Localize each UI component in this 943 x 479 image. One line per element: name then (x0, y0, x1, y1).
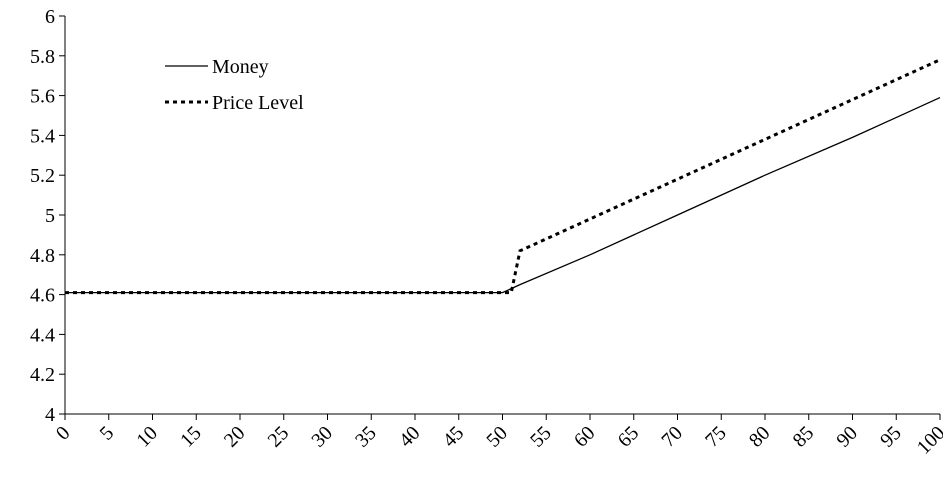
y-tick-label: 4.2 (30, 364, 55, 386)
x-tick-label: 35 (351, 422, 381, 452)
x-tick-label: 30 (307, 422, 337, 452)
y-tick-label: 4.8 (30, 245, 55, 267)
x-tick-label: 50 (482, 422, 512, 452)
y-tick-label: 5.2 (30, 165, 55, 187)
x-tick-label: 10 (132, 422, 162, 452)
x-tick-label: 25 (264, 422, 294, 452)
x-tick-label: 45 (439, 422, 469, 452)
x-tick-label: 75 (701, 422, 731, 452)
x-tick-label: 0 (52, 422, 75, 445)
x-tick-label: 55 (526, 422, 556, 452)
y-tick-label: 5.6 (30, 86, 55, 108)
x-tick-label: 65 (614, 422, 644, 452)
x-tick-label: 20 (220, 422, 250, 452)
series-line (65, 96, 941, 294)
x-tick-label: 100 (913, 422, 943, 459)
x-tick-label: 85 (789, 422, 819, 452)
legend-label: Price Level (212, 92, 304, 114)
x-tick-label: 40 (395, 422, 425, 452)
x-tick-label: 70 (657, 422, 687, 452)
y-tick-label: 6 (45, 6, 55, 28)
y-tick-label: 4.6 (30, 285, 55, 307)
legend-label: Money (212, 56, 269, 78)
x-tick-label: 80 (745, 422, 775, 452)
x-tick-label: 5 (96, 422, 119, 445)
y-tick-label: 5.4 (30, 125, 55, 147)
y-tick-label: 4.4 (30, 324, 55, 346)
x-tick-label: 95 (876, 422, 906, 452)
x-tick-label: 15 (176, 422, 206, 452)
y-tick-label: 5.8 (30, 46, 55, 68)
y-tick-label: 4 (45, 404, 55, 426)
series-line (65, 58, 941, 295)
x-tick-label: 60 (570, 422, 600, 452)
y-tick-label: 5 (45, 205, 55, 227)
x-tick-label: 90 (832, 422, 862, 452)
